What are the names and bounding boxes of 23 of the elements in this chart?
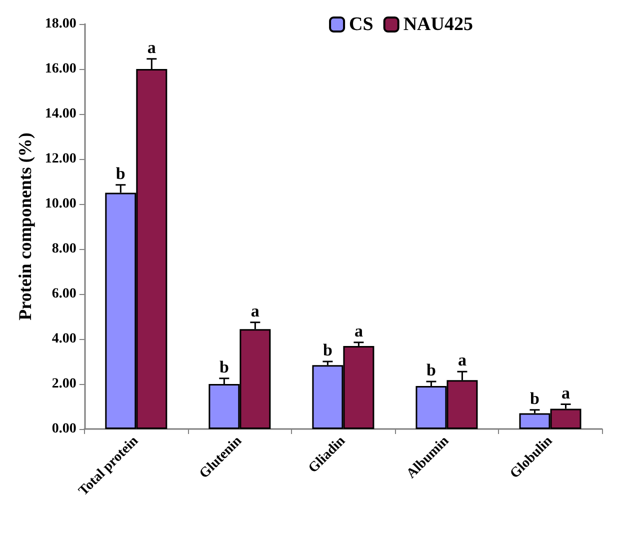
y-tick-label: 8.00 bbox=[52, 242, 76, 256]
y-tick-label: 0.00 bbox=[52, 422, 76, 436]
legend-label: NAU425 bbox=[403, 14, 474, 35]
y-tick-label: 12.00 bbox=[44, 152, 76, 166]
y-tick-label: 4.00 bbox=[52, 332, 76, 346]
y-tick-label: 2.00 bbox=[52, 376, 76, 392]
y-tick-label: 6.00 bbox=[52, 286, 76, 302]
data-label: b bbox=[426, 360, 436, 380]
data-label: a bbox=[250, 301, 260, 320]
data-label: a bbox=[147, 38, 156, 57]
data-label: b bbox=[530, 388, 540, 408]
y-tick-label: 14.00 bbox=[44, 106, 76, 122]
data-label: b bbox=[219, 357, 229, 376]
y-tick-label: 18.00 bbox=[44, 16, 76, 32]
data-label: a bbox=[458, 350, 467, 370]
data-label: a bbox=[561, 383, 570, 402]
y-tick-label: 10.00 bbox=[44, 196, 76, 212]
data-label: b bbox=[322, 340, 332, 360]
y-axis-title: Protein components (%) bbox=[15, 132, 35, 320]
data-label: a bbox=[354, 321, 364, 340]
data-label: b bbox=[116, 164, 126, 183]
legend-label: CS bbox=[349, 14, 374, 35]
y-tick-label: 16.00 bbox=[44, 62, 76, 76]
